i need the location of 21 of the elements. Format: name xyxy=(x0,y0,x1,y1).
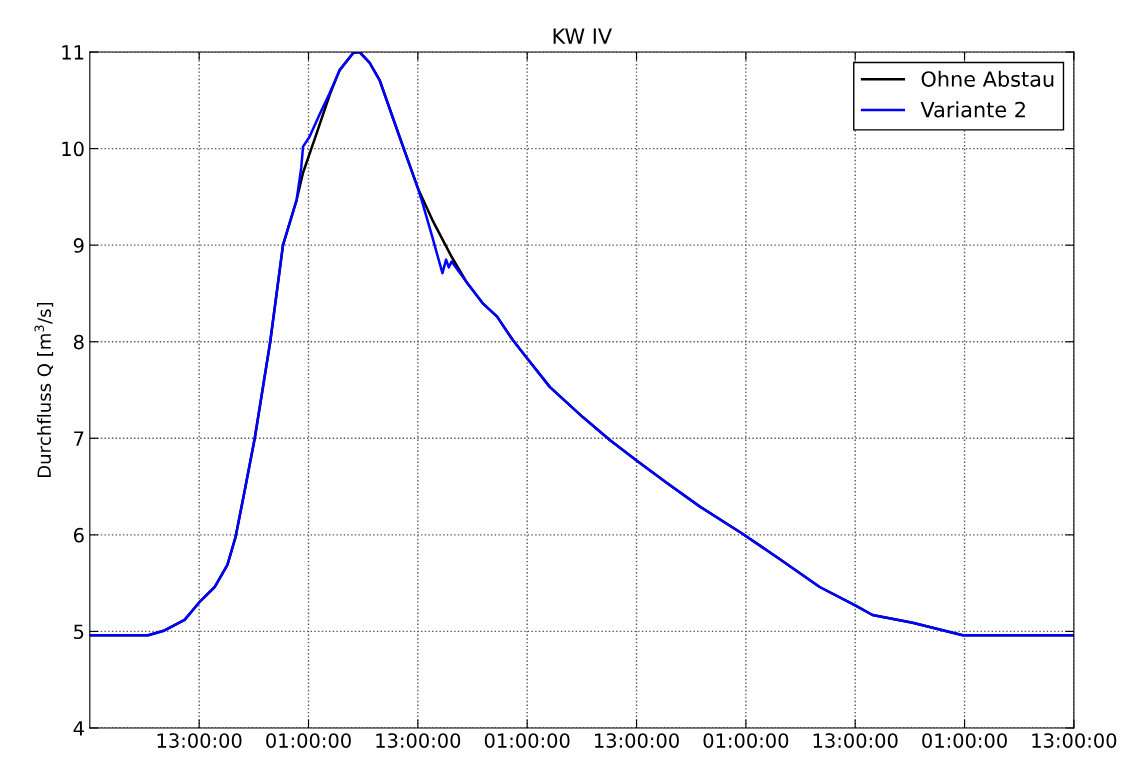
y-tick-label: 7 xyxy=(74,431,84,446)
y-tick-label: 4 xyxy=(73,721,84,736)
x-tick-label: 01:00:00 xyxy=(703,733,789,748)
y-tick-label: 6 xyxy=(73,527,84,543)
x-tick-label: 01:00:00 xyxy=(266,733,351,748)
y-tick-label: 5 xyxy=(74,624,84,640)
x-tick-label: 13:00:00 xyxy=(1032,733,1117,748)
x-tick-label: 01:00:00 xyxy=(922,733,1007,748)
x-tick-label: 01:00:00 xyxy=(484,733,570,748)
x-tick-label: 13:00:00 xyxy=(813,733,898,748)
y-axis-title: Durchfluss Q [m$^{3}$/s] xyxy=(34,302,54,477)
x-tick-label: 13:00:00 xyxy=(595,733,679,748)
y-tick-label: 9 xyxy=(73,238,84,253)
x-tick-label: 13:00:00 xyxy=(376,733,461,748)
y-tick-label: 10 xyxy=(62,141,84,157)
legend-label: Ohne Abstau xyxy=(921,70,1054,87)
x-tick-label: 13:00:00 xyxy=(157,733,242,748)
chart-title: KW IV xyxy=(553,28,612,44)
legend-label: Variante 2 xyxy=(920,101,1025,118)
y-tick-label: 8 xyxy=(73,334,84,350)
y-tick-label: 11 xyxy=(62,45,84,60)
